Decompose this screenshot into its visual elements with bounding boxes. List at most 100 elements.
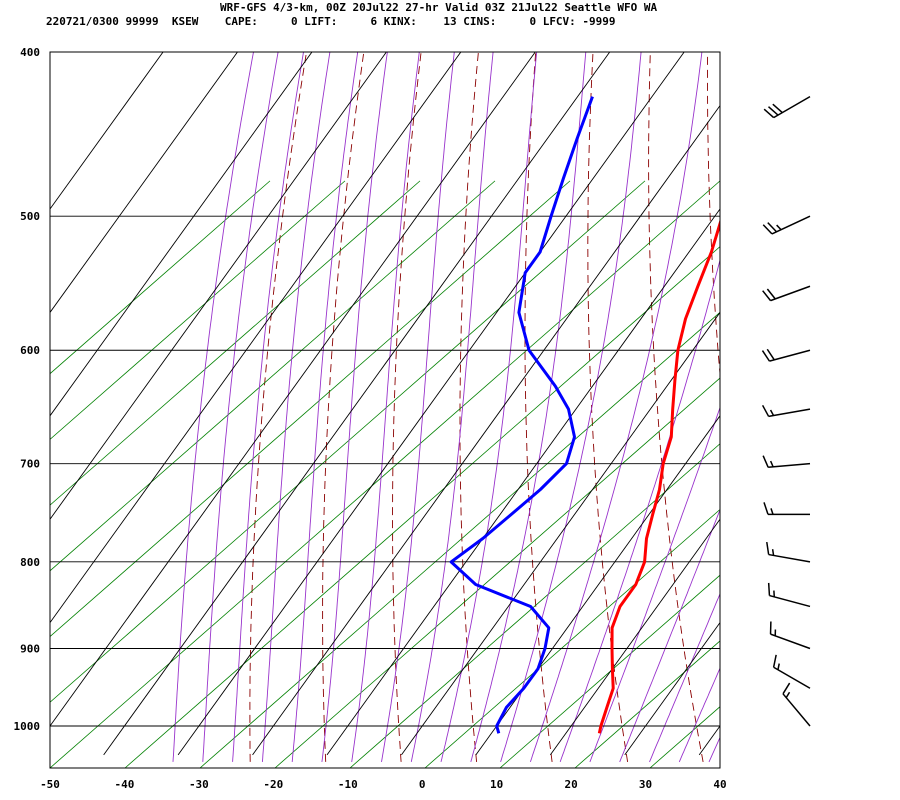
mixing-ratio-line	[725, 181, 900, 768]
wind-barb	[761, 404, 811, 418]
y-tick-label: 600	[20, 344, 40, 357]
x-tick-labels: -50 -40 -30 -20 -10 0 10 20 30 40	[40, 778, 727, 791]
moist-adiabat-line	[321, 52, 388, 762]
moist-adiabat-line	[410, 52, 494, 762]
dry-adiabat-line	[878, 14, 900, 762]
mixing-ratio-line	[50, 180, 720, 768]
wind-barb	[763, 95, 811, 119]
wind-barb-feather	[762, 290, 772, 302]
y-tick-label: 800	[20, 556, 40, 569]
moist-adiabat-line	[678, 667, 720, 763]
wind-barb-shaft	[769, 594, 811, 608]
x-tick-label: 0	[419, 778, 426, 791]
wind-barb-feather	[772, 103, 783, 114]
dry-adiabat-line	[524, 52, 553, 762]
wind-barb-half-feather	[777, 663, 780, 670]
mixing-ratio-line	[50, 180, 496, 572]
isotherm-line	[177, 52, 685, 756]
isotherm-line	[624, 621, 720, 756]
wind-barb-shaft	[768, 553, 811, 563]
sounding-traces	[449, 96, 720, 734]
dry-adiabat-line	[821, 14, 900, 762]
x-tick-label: 20	[564, 778, 577, 791]
moist-adiabat-line	[232, 52, 304, 762]
x-tick-label: 40	[713, 778, 726, 791]
isotherm-line	[252, 104, 720, 756]
dry-adiabat-line	[648, 52, 704, 762]
wind-barb-half-feather	[769, 409, 775, 416]
wind-barbs	[761, 95, 811, 727]
wind-barb-shaft	[768, 462, 811, 469]
temperature-trace	[597, 218, 720, 734]
moist-adiabat-line	[381, 52, 455, 762]
x-tick-label: -30	[189, 778, 209, 791]
isotherm-line	[50, 52, 313, 417]
mixing-ratio-line	[50, 180, 421, 506]
moist-adiabat-line	[529, 52, 703, 763]
wind-barb-feather	[772, 654, 777, 668]
background-lines	[50, 14, 900, 768]
dewpoint-trace	[449, 96, 594, 734]
moist-adiabat-line	[619, 508, 720, 763]
mixing-ratio-line	[50, 180, 271, 375]
dry-adiabat-line	[707, 52, 720, 379]
wind-barb-feather	[766, 348, 775, 361]
wind-barb-feather	[767, 222, 778, 233]
dry-adiabat-line	[249, 52, 307, 762]
moist-adiabat-line	[202, 52, 279, 762]
x-tick-label: 10	[490, 778, 503, 791]
wind-barb-half-feather	[770, 508, 774, 515]
mixing-ratio-line	[800, 181, 900, 768]
wind-barb-feather	[762, 455, 769, 468]
wind-barb-feather	[766, 288, 776, 300]
moist-adiabat-line	[440, 52, 538, 763]
mixing-ratio-line	[349, 443, 720, 768]
wind-barb-feather	[767, 582, 771, 596]
wind-barb	[761, 348, 811, 362]
wind-barb-shaft	[773, 95, 811, 119]
chart-title: WRF-GFS 4/3-km, 00Z 20Jul22 27-hr Valid …	[220, 1, 658, 14]
isotherm-line	[549, 518, 720, 756]
wind-barb-feather	[766, 541, 770, 555]
wind-barb-feather	[767, 106, 779, 116]
isotherm-line	[50, 52, 164, 210]
isotherms	[50, 52, 720, 756]
x-tick-label: 30	[639, 778, 652, 791]
isotherm-line	[50, 52, 536, 727]
wind-barb-half-feather	[776, 224, 782, 231]
grid-lines	[50, 51, 720, 756]
x-tick-label: -20	[263, 778, 283, 791]
wind-barb	[766, 541, 811, 563]
isotherm-line	[401, 311, 720, 756]
moist-adiabat-line	[291, 52, 359, 762]
wind-barb	[762, 285, 811, 302]
y-tick-labels: 400 500 600 700 800 900 1000	[14, 46, 41, 733]
moist-adiabat-line	[172, 52, 254, 762]
moist-adiabat-line	[261, 52, 331, 762]
isotherm-line	[103, 52, 611, 756]
wind-barb-shaft	[769, 349, 811, 362]
wind-barb-shaft	[770, 633, 811, 650]
wind-barb	[782, 682, 811, 727]
wind-barb	[772, 654, 811, 689]
wind-barb-feather	[763, 108, 775, 119]
wind-barb-feather	[761, 350, 771, 362]
isotherm-line	[698, 725, 720, 756]
wind-barb-half-feather	[771, 549, 775, 556]
wind-barb-shaft	[773, 666, 811, 689]
moist-adiabat-line	[589, 406, 720, 763]
wind-barb-feather	[763, 502, 769, 515]
y-tick-label: 900	[20, 642, 40, 655]
wind-barb	[762, 455, 811, 469]
wind-barb	[763, 502, 810, 516]
y-tick-label: 500	[20, 210, 40, 223]
mixing-ratio-line	[50, 180, 646, 703]
isotherm-line	[326, 208, 720, 756]
dry-adiabat-line	[587, 52, 629, 762]
mixing-ratio-line	[50, 180, 346, 440]
wind-barb-shaft	[768, 408, 811, 418]
moist-adiabat-line	[649, 592, 720, 763]
x-tick-label: -40	[115, 778, 135, 791]
wind-barb-feather	[782, 682, 791, 695]
mixing-ratio-line	[574, 640, 720, 768]
